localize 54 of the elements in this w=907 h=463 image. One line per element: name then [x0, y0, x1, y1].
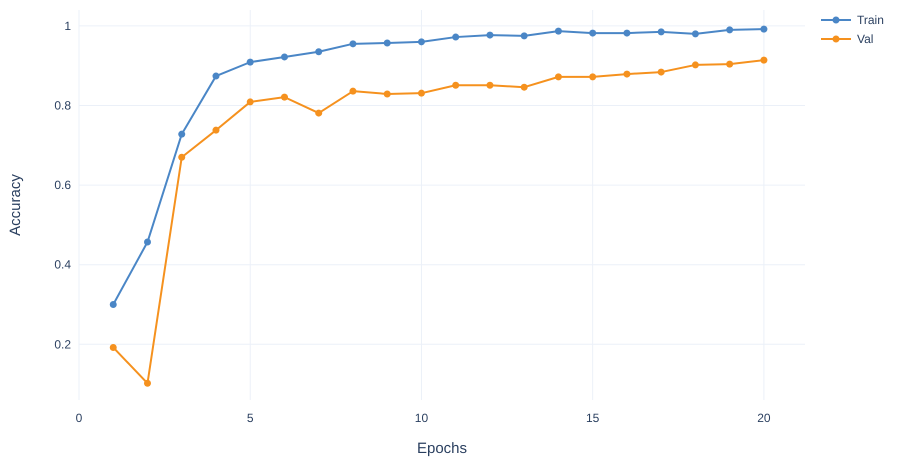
y-tick-label: 0.4 [54, 258, 72, 272]
point [554, 73, 562, 80]
point [589, 73, 596, 80]
point [144, 238, 151, 246]
point [349, 88, 356, 95]
point [315, 48, 322, 56]
y-axis-title: Accuracy [7, 174, 24, 236]
point [384, 90, 391, 98]
point [589, 30, 596, 37]
point [418, 90, 425, 97]
x-tick-label: 10 [414, 411, 428, 425]
point [212, 72, 220, 80]
point [110, 300, 117, 308]
x-tick-label: 5 [246, 411, 254, 425]
point [623, 30, 630, 37]
point [384, 40, 391, 47]
point [520, 84, 528, 91]
y-tick-label: 0.2 [54, 337, 72, 352]
y-tick-label: 1 [64, 18, 72, 33]
x-axis-title: Epochs [416, 440, 468, 457]
point [726, 26, 734, 34]
point [315, 110, 322, 117]
point [144, 380, 151, 387]
point [658, 28, 665, 36]
point [212, 126, 220, 134]
point [692, 30, 699, 38]
point [246, 98, 254, 106]
y-tick-label: 0.8 [54, 98, 72, 113]
y-tick-label: 0.6 [54, 178, 72, 192]
point [760, 26, 768, 33]
point [486, 32, 494, 39]
x-tick-label: 0 [76, 411, 83, 425]
legend-label: Train [857, 13, 884, 27]
point [452, 82, 460, 89]
point [623, 70, 630, 78]
point [760, 56, 768, 64]
point [418, 38, 425, 46]
point [178, 130, 186, 138]
point [280, 53, 288, 60]
x-tick-label: 15 [586, 411, 600, 425]
legend-label: Val [857, 32, 874, 46]
point [486, 82, 494, 89]
point [658, 68, 665, 76]
point [520, 32, 528, 40]
point [246, 58, 254, 66]
point [726, 60, 734, 68]
point [110, 344, 117, 351]
point [349, 40, 356, 48]
point [692, 61, 699, 68]
point [554, 28, 562, 35]
point [178, 154, 186, 161]
point [280, 94, 288, 101]
x-tick-label: 20 [757, 411, 771, 425]
point [452, 34, 460, 41]
